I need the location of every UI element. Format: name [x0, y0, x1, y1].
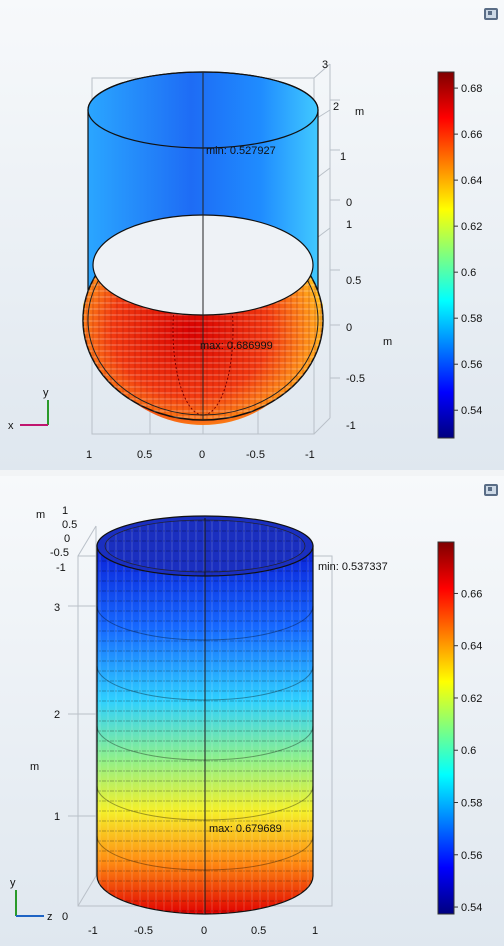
- colorbar-tick-label: 0.68: [461, 83, 482, 95]
- svg-text:3: 3: [54, 602, 60, 614]
- svg-text:-1: -1: [305, 449, 315, 461]
- bottom-3d-view[interactable]: min: 0.537337 max: 0.679689 m 1 0.5 0 -0…: [0, 476, 504, 946]
- svg-text:m: m: [30, 761, 39, 773]
- colorbar-tick-label: 0.6: [461, 267, 476, 279]
- max-annotation: max: 0.679689: [209, 823, 282, 835]
- svg-text:0.5: 0.5: [62, 519, 77, 531]
- top-3d-view[interactable]: min: 0.527927 max: 0.686999 3 2 1 0 1 m …: [0, 0, 504, 470]
- svg-text:2: 2: [333, 101, 339, 113]
- colorbar-tick-label: 0.54: [461, 902, 482, 914]
- svg-text:z: z: [47, 911, 53, 923]
- colorbar-tick-label: 0.56: [461, 850, 482, 862]
- colorbar-tick-label: 0.6: [461, 745, 476, 757]
- left-small-axis-ticks: m 1 0.5 0 -0.5 -1: [36, 505, 77, 574]
- top-plot-svg: min: 0.527927 max: 0.686999 3 2 1 0 1 m …: [8, 59, 482, 461]
- svg-text:0: 0: [62, 911, 68, 923]
- svg-text:-0.5: -0.5: [50, 547, 69, 559]
- svg-text:3: 3: [322, 59, 328, 71]
- svg-text:m: m: [383, 336, 392, 348]
- colorbar-tick-label: 0.64: [461, 175, 482, 187]
- max-annotation: max: 0.686999: [200, 340, 273, 352]
- svg-text:m: m: [36, 509, 45, 521]
- svg-text:0: 0: [199, 449, 205, 461]
- bottom-plot-svg: min: 0.537337 max: 0.679689 m 1 0.5 0 -0…: [10, 505, 482, 937]
- colorbar-tick-label: 0.64: [461, 641, 482, 653]
- svg-text:0.5: 0.5: [346, 275, 361, 287]
- colorbar-tick-label: 0.62: [461, 221, 482, 233]
- left-axis-ticks: 3 2 1 0 m: [30, 602, 68, 923]
- svg-text:-0.5: -0.5: [346, 373, 365, 385]
- bottom-axis-ticks: -1 -0.5 0 0.5 1: [88, 925, 318, 937]
- svg-text:0.5: 0.5: [251, 925, 266, 937]
- svg-text:-0.5: -0.5: [246, 449, 265, 461]
- svg-text:1: 1: [54, 811, 60, 823]
- colorbar-ticks: 0.68 0.66 0.64 0.62 0.6 0.58 0.56 0.54: [454, 83, 482, 417]
- svg-text:0: 0: [64, 533, 70, 545]
- colorbar-tick-label: 0.54: [461, 405, 482, 417]
- svg-text:1: 1: [346, 219, 352, 231]
- svg-text:y: y: [10, 877, 16, 889]
- right-axis-ticks: 0.5 0 -0.5 -1 m: [346, 275, 392, 432]
- svg-text:1: 1: [340, 151, 346, 163]
- axis-triad: y z: [10, 877, 53, 923]
- svg-text:m: m: [355, 106, 364, 118]
- min-annotation: min: 0.537337: [318, 561, 388, 573]
- svg-text:0.5: 0.5: [137, 449, 152, 461]
- colorbar-tick-label: 0.66: [461, 129, 482, 141]
- svg-text:-1: -1: [88, 925, 98, 937]
- svg-text:-1: -1: [346, 420, 356, 432]
- colorbar-tick-label: 0.58: [461, 313, 482, 325]
- colorbar-tick-label: 0.62: [461, 693, 482, 705]
- colorbar-tick-label: 0.58: [461, 798, 482, 810]
- colorbar: [437, 71, 455, 439]
- svg-text:0: 0: [346, 322, 352, 334]
- svg-text:1: 1: [312, 925, 318, 937]
- svg-text:x: x: [8, 420, 14, 432]
- axis-triad: y x: [8, 387, 49, 432]
- colorbar-tick-label: 0.56: [461, 359, 482, 371]
- camera-view-icon[interactable]: [484, 484, 498, 496]
- svg-text:1: 1: [86, 449, 92, 461]
- colorbar: [437, 541, 455, 915]
- panel-divider: [0, 470, 504, 476]
- bottom-axis-ticks: 1 0.5 0 -0.5 -1: [86, 449, 315, 461]
- camera-view-icon[interactable]: [484, 8, 498, 20]
- svg-text:1: 1: [62, 505, 68, 517]
- upper-axis-ticks: 3 2 1 0 1 m: [322, 59, 364, 231]
- svg-text:y: y: [43, 387, 49, 399]
- svg-text:0: 0: [201, 925, 207, 937]
- svg-text:-1: -1: [56, 562, 66, 574]
- svg-text:2: 2: [54, 709, 60, 721]
- colorbar-ticks: 0.66 0.64 0.62 0.6 0.58 0.56 0.54: [454, 588, 482, 914]
- svg-text:0: 0: [346, 197, 352, 209]
- svg-text:-0.5: -0.5: [134, 925, 153, 937]
- min-annotation: min: 0.527927: [206, 145, 276, 157]
- colorbar-tick-label: 0.66: [461, 588, 482, 600]
